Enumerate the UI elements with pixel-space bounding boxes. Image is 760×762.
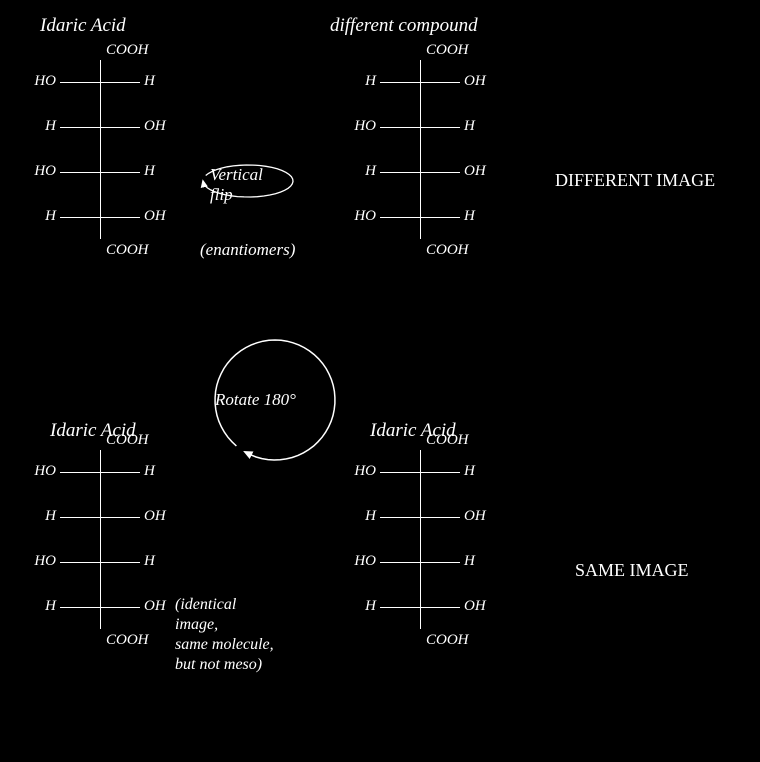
cooh-bottom: COOH [106, 632, 149, 649]
fischer-bot-right: COOHHOHHOHHOHHOHCOOH [365, 450, 475, 629]
substituent-right: H [144, 553, 155, 570]
substituent-left: H [365, 73, 376, 90]
fischer-top-right: COOHHOHHOHHOHHOHCOOH [365, 60, 475, 239]
bond-vertical [100, 60, 101, 82]
substituent-left: H [45, 508, 56, 525]
substituent-left: HO [354, 118, 376, 135]
title-top-left: Idaric Acid [40, 15, 126, 37]
identical-note-l3: same molecule, [175, 635, 274, 655]
identical-note-l1: (identical [175, 595, 274, 615]
substituent-left: HO [354, 463, 376, 480]
bond-vertical [420, 562, 421, 607]
substituent-right: OH [144, 598, 166, 615]
cooh-top: COOH [106, 432, 149, 449]
bond-vertical [420, 217, 421, 239]
cooh-bottom: COOH [426, 242, 469, 259]
vertical-flip-line2: flip [210, 185, 263, 205]
substituent-right: OH [144, 508, 166, 525]
substituent-right: H [144, 463, 155, 480]
substituent-left: HO [34, 553, 56, 570]
substituent-left: H [45, 208, 56, 225]
bond-vertical [420, 450, 421, 472]
different-image-label: DIFFERENT IMAGE [555, 170, 715, 191]
bond-vertical [100, 450, 101, 472]
substituent-left: H [45, 118, 56, 135]
substituent-right: OH [144, 208, 166, 225]
substituent-right: OH [464, 598, 486, 615]
bond-vertical [100, 607, 101, 629]
vertical-flip-label: Vertical flip [210, 165, 263, 204]
substituent-left: HO [354, 553, 376, 570]
enantiomers-label: (enantiomers) [200, 240, 295, 260]
bond-vertical [100, 82, 101, 127]
substituent-right: H [464, 118, 475, 135]
bond-vertical [100, 472, 101, 517]
bond-vertical [420, 82, 421, 127]
cooh-top: COOH [106, 42, 149, 59]
fischer-bot-left: COOHHOHHOHHOHHOHCOOH [45, 450, 155, 629]
bond-vertical [420, 472, 421, 517]
bond-vertical [100, 127, 101, 172]
bond-vertical [420, 517, 421, 562]
substituent-right: OH [464, 73, 486, 90]
substituent-left: H [45, 598, 56, 615]
cooh-bottom: COOH [426, 632, 469, 649]
identical-note-l2: image, [175, 615, 274, 635]
identical-note: (identical image, same molecule, but not… [175, 595, 274, 675]
bond-vertical [100, 217, 101, 239]
substituent-right: H [144, 163, 155, 180]
same-image-label: SAME IMAGE [575, 560, 689, 581]
cooh-top: COOH [426, 42, 469, 59]
substituent-left: HO [354, 208, 376, 225]
substituent-right: OH [464, 163, 486, 180]
substituent-right: OH [144, 118, 166, 135]
substituent-left: H [365, 598, 376, 615]
bond-vertical [420, 172, 421, 217]
vertical-flip-line1: Vertical [210, 165, 263, 185]
fischer-top-left: COOHHOHHOHHOHHOHCOOH [45, 60, 155, 239]
cooh-bottom: COOH [106, 242, 149, 259]
substituent-right: H [464, 553, 475, 570]
substituent-right: H [464, 463, 475, 480]
substituent-left: HO [34, 463, 56, 480]
substituent-right: H [464, 208, 475, 225]
identical-note-l4: but not meso) [175, 655, 274, 675]
substituent-left: H [365, 508, 376, 525]
bond-vertical [100, 172, 101, 217]
bond-vertical [420, 60, 421, 82]
substituent-left: H [365, 163, 376, 180]
bond-vertical [100, 562, 101, 607]
bond-vertical [420, 127, 421, 172]
substituent-right: H [144, 73, 155, 90]
substituent-right: OH [464, 508, 486, 525]
bond-vertical [100, 517, 101, 562]
substituent-left: HO [34, 73, 56, 90]
cooh-top: COOH [426, 432, 469, 449]
title-top-right: different compound [330, 15, 478, 37]
bond-vertical [420, 607, 421, 629]
rotate-label: Rotate 180° [215, 390, 296, 410]
substituent-left: HO [34, 163, 56, 180]
